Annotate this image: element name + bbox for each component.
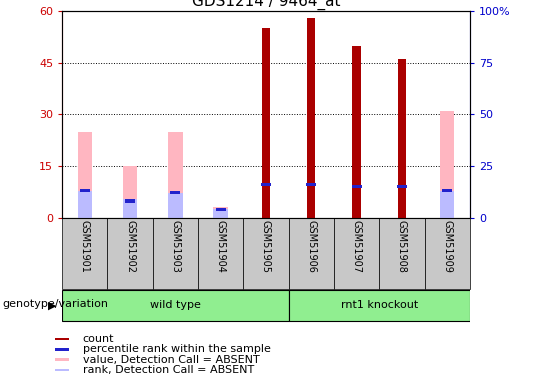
Bar xyxy=(153,217,198,289)
Bar xyxy=(288,290,470,321)
Text: GSM51903: GSM51903 xyxy=(170,220,180,273)
Bar xyxy=(397,185,407,188)
Bar xyxy=(213,207,228,218)
Bar xyxy=(440,111,454,218)
Text: GSM51902: GSM51902 xyxy=(125,220,135,273)
Text: GSM51908: GSM51908 xyxy=(397,220,407,273)
Text: percentile rank within the sample: percentile rank within the sample xyxy=(83,344,271,354)
Text: GSM51909: GSM51909 xyxy=(442,220,452,273)
Bar xyxy=(125,199,135,203)
Text: GSM51906: GSM51906 xyxy=(306,220,316,273)
Bar xyxy=(168,132,183,218)
Text: GSM51907: GSM51907 xyxy=(352,220,362,273)
Bar xyxy=(56,348,69,351)
Bar xyxy=(123,166,137,218)
Bar xyxy=(398,59,406,217)
Bar xyxy=(56,358,69,361)
Bar xyxy=(440,190,454,217)
Bar xyxy=(352,185,362,188)
Text: GSM51904: GSM51904 xyxy=(215,220,226,273)
Bar xyxy=(198,217,244,289)
Bar xyxy=(262,28,270,218)
Bar xyxy=(62,290,288,321)
Text: count: count xyxy=(83,334,114,344)
Bar xyxy=(353,46,361,218)
Bar xyxy=(170,191,180,195)
Text: value, Detection Call = ABSENT: value, Detection Call = ABSENT xyxy=(83,355,259,365)
Text: ▶: ▶ xyxy=(48,301,57,310)
Bar xyxy=(307,18,315,217)
Text: genotype/variation: genotype/variation xyxy=(3,299,109,309)
Bar xyxy=(80,189,90,192)
Bar xyxy=(123,199,137,217)
Bar xyxy=(379,217,424,289)
Bar xyxy=(424,217,470,289)
Text: GSM51901: GSM51901 xyxy=(80,220,90,273)
Bar xyxy=(213,209,228,218)
Bar xyxy=(261,183,271,186)
Text: rnt1 knockout: rnt1 knockout xyxy=(341,300,418,310)
Bar xyxy=(244,217,288,289)
Text: GSM51905: GSM51905 xyxy=(261,220,271,273)
Bar xyxy=(107,217,153,289)
Bar xyxy=(288,217,334,289)
Bar xyxy=(56,369,69,371)
Bar xyxy=(62,217,107,289)
Bar xyxy=(78,190,92,217)
Bar xyxy=(168,193,183,217)
Bar xyxy=(334,217,379,289)
Bar xyxy=(56,338,69,340)
Text: wild type: wild type xyxy=(150,300,201,310)
Bar xyxy=(442,189,452,192)
Title: GDS1214 / 9464_at: GDS1214 / 9464_at xyxy=(192,0,340,10)
Bar xyxy=(215,207,226,211)
Bar xyxy=(306,183,316,186)
Text: rank, Detection Call = ABSENT: rank, Detection Call = ABSENT xyxy=(83,365,254,375)
Bar xyxy=(78,132,92,218)
